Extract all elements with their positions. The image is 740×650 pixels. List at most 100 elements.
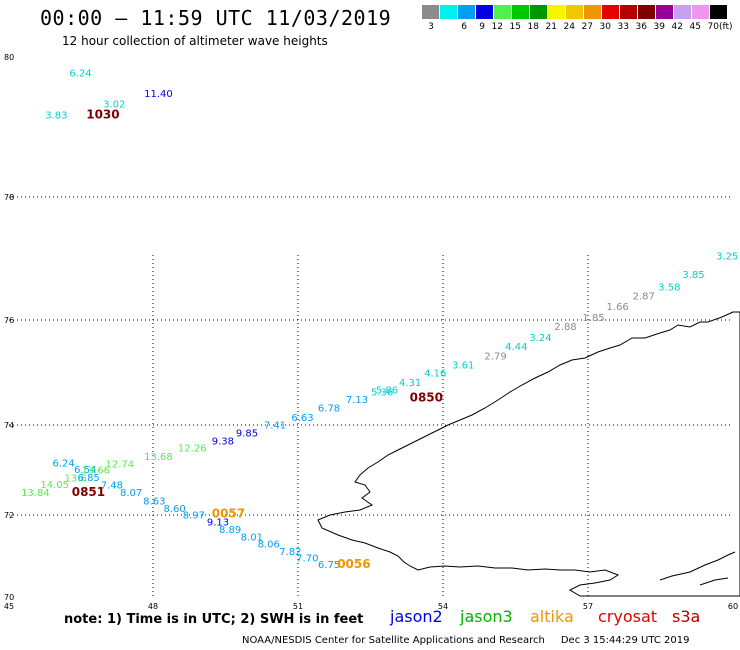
swh-value-label: 8.60 [163, 504, 185, 515]
pass-time-label: 0057 [212, 506, 245, 520]
color-scale-unit: (ft) [719, 22, 733, 32]
color-scale-tick: 36 [635, 22, 647, 32]
color-scale-tick: 6 [461, 22, 467, 32]
color-scale-tick: 21 [545, 22, 557, 32]
color-scale-cell: 39 [638, 5, 665, 32]
swh-value-label: 12.26 [178, 444, 207, 455]
swh-value-label: 9.85 [236, 429, 258, 440]
footer-timestamp: Dec 3 15:44:29 UTC 2019 [560, 635, 690, 646]
color-scale-cell: 30 [584, 5, 611, 32]
swh-value-label: 6.24 [69, 69, 91, 80]
pass-time-label: 1030 [86, 108, 119, 122]
legend-item-jason3: jason3 [460, 607, 513, 626]
swh-value-label: 6.78 [318, 403, 340, 414]
color-scale-cell: 9 [458, 5, 485, 32]
swh-value-label: 2.87 [633, 292, 655, 303]
color-scale-cell: 15 [494, 5, 521, 32]
color-scale-tick: 24 [563, 22, 575, 32]
swh-value-label: 3.02 [103, 99, 125, 110]
swh-value-label: 5.86 [376, 386, 398, 397]
latitude-label: 74 [4, 421, 14, 430]
swh-value-label: 4.31 [399, 378, 421, 389]
swh-value-label: 13.68 [144, 452, 173, 463]
color-scale-tick: 18 [527, 22, 539, 32]
color-swatch [638, 5, 656, 19]
map-note: note: 1) Time is in UTC; 2) SWH is in fe… [64, 612, 364, 627]
legend-item-s3a: s3a [672, 607, 701, 626]
color-scale-tick: 15 [509, 22, 521, 32]
color-scale-cell: 6 [440, 5, 467, 32]
footer: NOAA/NESDIS Center for Satellite Applica… [242, 635, 689, 646]
swh-value-label: 7.13 [346, 395, 368, 406]
latitude-label: 70 [4, 593, 14, 602]
swh-value-label: 3.61 [452, 360, 474, 371]
color-scale-tick: 39 [653, 22, 665, 32]
swh-value-label: 7.41 [264, 421, 286, 432]
color-scale-cell: 36 [620, 5, 647, 32]
longitude-label: 48 [148, 602, 158, 611]
color-scale-tick: 70 [707, 22, 719, 32]
swh-value-label: 7.82 [279, 547, 301, 558]
legend-item-altika: altika [530, 607, 574, 626]
swh-value-label: 1.85 [582, 313, 604, 324]
page-subtitle: 12 hour collection of altimeter wave hei… [62, 34, 328, 48]
swh-value-label: 8.63 [143, 497, 165, 508]
swh-value-label: 6.85 [78, 473, 100, 484]
swh-value-label: 7.70 [296, 553, 318, 564]
land-mass [317, 311, 740, 597]
color-scale-tick: 42 [671, 22, 683, 32]
swh-value-label: 9.13 [207, 518, 229, 529]
latitude-label: 72 [4, 511, 14, 520]
swh-value-label: 14.05 [40, 480, 69, 491]
pass-time-label: 0056 [337, 557, 370, 571]
pass-time-label: 0851 [72, 485, 105, 499]
swh-value-label: 13.66 [81, 466, 110, 477]
swh-value-label: 2.88 [554, 322, 576, 333]
footer-credit: NOAA/NESDIS Center for Satellite Applica… [242, 635, 545, 646]
color-scale-tick: 3 [428, 22, 434, 32]
swh-value-label: 7.48 [101, 480, 123, 491]
color-scale-tick: 27 [581, 22, 593, 32]
color-scale-cell [710, 5, 728, 19]
color-swatch [656, 5, 674, 19]
color-scale-cell: 18 [512, 5, 539, 32]
color-scale-tick: 45 [689, 22, 701, 32]
swh-value-label: 9.38 [212, 436, 234, 447]
color-scale-tick: 33 [617, 22, 629, 32]
color-swatch [530, 5, 548, 19]
color-scale-cell: 33 [602, 5, 629, 32]
swh-value-label: 1.66 [607, 302, 629, 313]
latitude-label: 78 [4, 193, 14, 202]
swh-value-label: 4.44 [505, 342, 527, 353]
swh-value-label: 5.36 [371, 388, 393, 399]
color-scale-tick: 9 [479, 22, 485, 32]
color-swatch [584, 5, 602, 19]
swh-value-label: 13.6 [65, 473, 87, 484]
color-scale-tick: 12 [491, 22, 503, 32]
longitude-label: 54 [438, 602, 448, 611]
coastline [317, 311, 740, 597]
pass-time-labels: 1030 0850 0851 0057 0056 [72, 108, 443, 571]
swh-value-label: 12.74 [106, 459, 135, 470]
swh-value-label: 4.16 [424, 369, 446, 380]
page-title: 00:00 – 11:59 UTC 11/03/2019 [40, 6, 392, 30]
color-scale-cell: 27 [566, 5, 593, 32]
swh-value-label: 3.25 [716, 252, 738, 263]
swh-value-label: 2.79 [484, 351, 506, 362]
longitude-label: 60 [728, 602, 738, 611]
swh-value-label: 3.83 [45, 111, 67, 122]
longitude-label: 57 [583, 602, 593, 611]
color-swatch [422, 5, 440, 19]
color-scale-tick: 30 [599, 22, 611, 32]
latitude-label: 80 [4, 53, 14, 62]
swh-value-label: 8.07 [120, 488, 142, 499]
color-swatch [440, 5, 458, 19]
wave-height-color-scale: 3 6 9 12 15 18 21 24 27 30 33 36 39 42 45 70 [422, 5, 728, 32]
latitude-label: 76 [4, 316, 14, 325]
swh-value-label: 6.75 [318, 560, 340, 571]
swh-value-label: 3.58 [658, 282, 680, 293]
color-swatch [476, 5, 494, 19]
island-outline [659, 551, 736, 586]
